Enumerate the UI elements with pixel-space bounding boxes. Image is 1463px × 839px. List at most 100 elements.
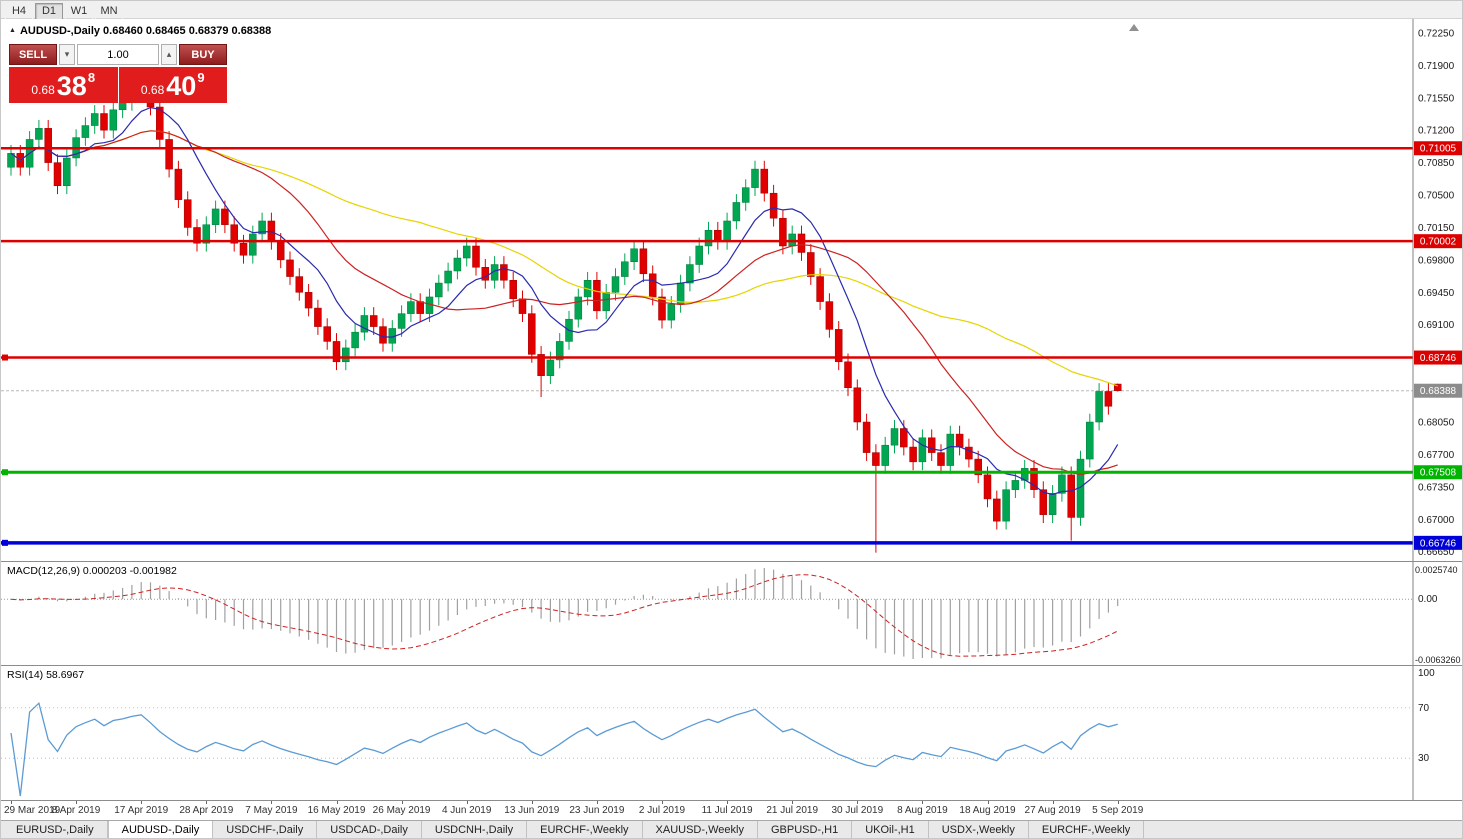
macd-indicator-label: MACD(12,26,9) 0.000203 -0.001982: [7, 565, 177, 577]
price-label-0.71005: 0.71005: [1414, 141, 1462, 156]
trade-panel-price-row: 0.68 38 8 0.68 40 9: [9, 67, 227, 103]
ask-price-button[interactable]: 0.68 40 9: [118, 67, 227, 103]
price-label-0.68746: 0.68746: [1414, 350, 1462, 365]
timeframe-toolbar: H4 D1 W1 MN: [1, 1, 1462, 20]
date-label: 27 Aug 2019: [1024, 805, 1081, 816]
date-tick: [401, 801, 403, 804]
macd-panel-canvas[interactable]: 0.0025740 0.00 -0.0063260: [1, 562, 1463, 665]
ask-price-main: 40: [166, 71, 197, 101]
price-tick-label: 0.68050: [1418, 418, 1455, 429]
date-label: 13 Jun 2019: [504, 805, 560, 816]
date-label: 8 Aug 2019: [897, 805, 948, 816]
chart-tab-usdcad-daily[interactable]: USDCAD-,Daily: [317, 821, 422, 838]
rsi-axis-100: 100: [1418, 668, 1435, 679]
candlesticks: [7, 73, 1122, 553]
bid-price-prefix: 0.68: [31, 83, 55, 97]
date-tick: [11, 801, 12, 804]
date-label: 11 Jul 2019: [701, 805, 753, 816]
timeframe-button-d1[interactable]: D1: [35, 3, 63, 20]
price-tick-label: 0.69450: [1418, 288, 1455, 299]
hline-handle[interactable]: [2, 469, 8, 476]
chart-shift-marker: [1129, 24, 1139, 31]
chart-tab-eurchf-weekly[interactable]: EURCHF-,Weekly: [1029, 821, 1145, 838]
chart-tab-audusd-daily[interactable]: AUDUSD-,Daily: [107, 821, 214, 838]
date-tick: [922, 801, 924, 804]
date-label: 23 Jun 2019: [569, 805, 625, 816]
price-tick-label: 0.69800: [1418, 255, 1455, 266]
price-label-0.67508: 0.67508: [1414, 465, 1462, 480]
hline-handle[interactable]: [2, 354, 8, 361]
date-tick: [466, 801, 468, 804]
date-label: 21 Jul 2019: [766, 805, 819, 816]
chart-tab-gbpusd-h1[interactable]: GBPUSD-,H1: [758, 821, 853, 838]
date-label: 30 Jul 2019: [831, 805, 884, 816]
price-tick-label: 0.69100: [1418, 320, 1455, 331]
rsi-indicator-label: RSI(14) 58.6967: [7, 669, 85, 681]
buy-button[interactable]: BUY: [179, 44, 227, 65]
timeframe-buttons-group: H4 D1 W1 MN: [4, 1, 124, 20]
chart-tab-ukoil-h1[interactable]: UKOil-,H1: [852, 821, 929, 838]
macd-axis-max: 0.0025740: [1415, 565, 1458, 575]
date-label: 2 Jul 2019: [638, 805, 686, 816]
date-label: 7 May 2019: [245, 805, 298, 816]
date-label: 28 Apr 2019: [179, 805, 234, 816]
date-tick: [141, 801, 143, 804]
date-tick: [727, 801, 729, 804]
date-tick: [596, 801, 598, 804]
macd-histogram: [19, 568, 1119, 659]
chart-area: 0.72250 0.71900 0.71550 0.71200 0.70850 0.705…: [1, 19, 1463, 820]
chart-tab-xauusd-weekly[interactable]: XAUUSD-,Weekly: [643, 821, 758, 838]
price-tick-label: 0.67350: [1418, 482, 1455, 493]
chart-ohlc-line: AUDUSD-,Daily 0.68460 0.68465 0.68379 0.…: [19, 25, 272, 37]
ask-price-prefix: 0.68: [140, 83, 165, 97]
rsi-panel-canvas[interactable]: 100 70 30: [1, 666, 1463, 800]
chart-tabs-bar: EURUSD-,Daily AUDUSD-,Daily USDCHF-,Daily U…: [1, 820, 1462, 838]
date-label: 18 Aug 2019: [959, 805, 1016, 816]
rsi-axis-30: 30: [1418, 753, 1430, 764]
panel-separator: [1, 800, 1462, 801]
volume-decrease-button[interactable]: ▾: [59, 44, 75, 65]
bid-price-main: 38: [56, 71, 87, 101]
macd-axis-min: -0.0063260: [1415, 655, 1461, 665]
volume-increase-button[interactable]: ▴: [161, 44, 177, 65]
price-tick-label: 0.72250: [1418, 28, 1455, 39]
trade-panel-collapse-icon[interactable]: ▲: [9, 27, 16, 34]
price-label-text: 0.68746: [1420, 353, 1457, 364]
chart-tab-usdchf-daily[interactable]: USDCHF-,Daily: [213, 821, 318, 838]
price-label-text: 0.70002: [1420, 237, 1457, 248]
chart-tab-usdx-weekly[interactable]: USDX-,Weekly: [929, 821, 1029, 838]
price-axis[interactable]: 0.72250 0.71900 0.71550 0.71200 0.70850 0.705…: [1418, 28, 1455, 558]
volume-input[interactable]: [77, 44, 159, 65]
price-label-text: 0.66746: [1420, 538, 1457, 549]
chart-tab-usdcnh-daily[interactable]: USDCNH-,Daily: [422, 821, 528, 838]
price-tick-label: 0.66650: [1418, 547, 1455, 558]
price-tick-label: 0.70500: [1418, 191, 1455, 202]
one-click-trading-panel: SELL ▾ ▴ BUY 0.68 38 8 0.68 40 9: [9, 44, 227, 103]
date-label: 5 Sep 2019: [1092, 805, 1144, 816]
macd-axis-zero: 0.00: [1418, 594, 1438, 605]
date-label: 8 Apr 2019: [51, 805, 101, 816]
price-tick-label: 0.70150: [1418, 223, 1455, 234]
trade-panel-top-row: SELL ▾ ▴ BUY: [9, 44, 227, 65]
chart-tab-eurchf-weekly[interactable]: EURCHF-,Weekly: [527, 821, 643, 838]
bid-price-button[interactable]: 0.68 38 8: [9, 67, 118, 103]
price-label-text: 0.68388: [1420, 386, 1457, 397]
timeframe-button-h4[interactable]: H4: [5, 3, 33, 20]
timeframe-button-w1[interactable]: W1: [65, 3, 93, 20]
date-tick: [792, 801, 794, 804]
price-label-0.70002: 0.70002: [1414, 234, 1462, 249]
price-label-0.66746: 0.66746: [1414, 535, 1462, 550]
date-tick: [662, 801, 663, 804]
sell-button[interactable]: SELL: [9, 44, 57, 65]
timeframe-button-mn[interactable]: MN: [95, 3, 123, 20]
chart-tab-eurusd-daily[interactable]: EURUSD-,Daily: [3, 821, 108, 838]
hline-handle[interactable]: [2, 539, 8, 546]
ask-price-pip: 9: [197, 70, 205, 85]
time-axis[interactable]: 29 Mar 2019 8 Apr 2019 17 Apr 2019 28 Apr 2…: [1, 801, 1462, 819]
date-tick: [1052, 801, 1054, 804]
date-tick: [206, 801, 208, 804]
price-tick-label: 0.71550: [1418, 93, 1455, 104]
price-chart-canvas[interactable]: 0.72250 0.71900 0.71550 0.71200 0.70850 0.705…: [1, 19, 1463, 561]
date-tick: [76, 801, 78, 804]
date-label: 29 Mar 2019: [4, 805, 61, 816]
